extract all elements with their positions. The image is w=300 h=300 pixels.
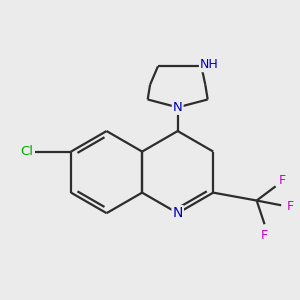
Text: F: F (279, 173, 286, 187)
Text: F: F (261, 229, 268, 242)
Text: N: N (173, 101, 183, 114)
Text: N: N (172, 206, 183, 220)
Text: Cl: Cl (20, 145, 33, 158)
Text: F: F (286, 200, 293, 213)
Text: NH: NH (200, 58, 219, 71)
